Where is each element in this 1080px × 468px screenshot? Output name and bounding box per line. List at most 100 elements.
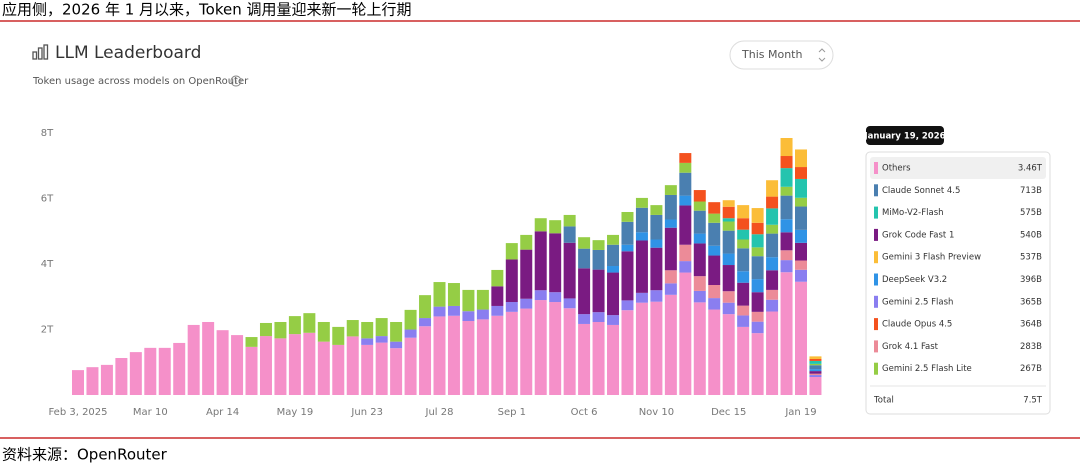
bar-segment <box>563 298 576 309</box>
bar-segment <box>737 229 750 240</box>
bar-segment <box>607 315 620 325</box>
legend-swatch <box>874 273 878 286</box>
info-icon[interactable] <box>230 75 242 87</box>
bar-segment <box>722 200 735 207</box>
bar-segment <box>375 318 388 337</box>
bar-segment <box>534 290 547 301</box>
bar-segment <box>766 311 779 395</box>
bar-segment <box>679 162 692 173</box>
bar-segment <box>245 346 258 395</box>
bar-segment <box>693 210 706 234</box>
bar-segment <box>621 221 634 245</box>
bar-segment <box>693 302 706 395</box>
bar-segment <box>722 253 735 266</box>
bar-segment <box>563 308 576 395</box>
bar-segment <box>563 242 576 299</box>
bar-segment <box>722 302 735 315</box>
bar-segment <box>708 202 721 214</box>
legend-swatch <box>874 251 878 264</box>
bar-segment <box>708 298 721 310</box>
bar-segment <box>737 248 750 272</box>
y-tick-label: 4T <box>41 259 54 270</box>
bar-segment <box>751 247 764 257</box>
bar-segment <box>404 309 417 330</box>
bar-segment <box>288 334 301 395</box>
bar-segment <box>433 306 446 317</box>
bar-segment <box>809 360 822 364</box>
bar-segment <box>780 138 793 157</box>
bar-segment <box>274 338 287 395</box>
bar-segment <box>462 289 475 312</box>
plot-area: 2T 4T 6T 8T Feb 3, 2025 Mar 10 Apr 14 May 19 Jun… <box>41 128 822 418</box>
bar-segment <box>317 341 330 395</box>
bar-segment <box>722 265 735 292</box>
bar-segment <box>693 233 706 244</box>
dropdown-label: This Month <box>741 48 802 61</box>
bar-segment <box>375 342 388 395</box>
bar-segment <box>100 364 113 395</box>
tooltip-date-badge <box>866 126 944 145</box>
period-dropdown[interactable]: This Month <box>729 40 834 70</box>
bar-segment <box>592 269 605 313</box>
bar-segment <box>737 305 750 316</box>
x-tick-label: Jul 28 <box>425 407 454 418</box>
bar-segment <box>563 226 576 243</box>
x-tick-label: Sep 1 <box>498 407 526 418</box>
bar-segment <box>809 358 822 361</box>
title-icon <box>32 44 49 60</box>
bar-segment <box>115 358 128 395</box>
bar-segment <box>231 335 244 395</box>
bar-segment <box>650 301 663 395</box>
tooltip-value: 3.46T <box>1018 164 1043 174</box>
bar-segment <box>766 270 779 290</box>
chart-title: LLM Leaderboard <box>55 43 201 63</box>
bar-segment <box>505 259 518 303</box>
tooltip-value: 283B <box>1020 342 1042 352</box>
bar-segment <box>751 333 764 395</box>
bar-segment <box>780 219 793 233</box>
tooltip-value: 267B <box>1020 364 1042 374</box>
bar-segment <box>737 326 750 395</box>
x-tick-label: May 19 <box>277 407 314 418</box>
bar-segment <box>693 276 706 291</box>
legend-swatch <box>874 295 878 308</box>
bar-segment <box>476 289 489 310</box>
bar-segment <box>809 356 822 359</box>
bar-segment <box>505 302 518 312</box>
bar-segment <box>447 305 460 316</box>
legend-swatch <box>874 318 878 331</box>
bar-segment <box>722 291 735 303</box>
report-header: 应用侧，2026 年 1 月以来，Token 调用量迎来新一轮上行期 <box>2 1 411 19</box>
bar-segment <box>751 292 764 312</box>
bar-segment <box>447 315 460 395</box>
bar-segment <box>549 220 562 234</box>
bar-segment <box>780 156 793 169</box>
bar-segment <box>693 190 706 202</box>
bar-segment <box>491 286 504 306</box>
bar-segment <box>621 211 634 222</box>
bar-segment <box>679 172 692 196</box>
bar-segment <box>795 197 807 207</box>
bar-segment <box>795 178 807 198</box>
tooltip-value: 364B <box>1020 320 1042 330</box>
bar-segment <box>607 266 620 273</box>
bar-segment <box>751 222 764 235</box>
bar-segment <box>679 195 692 206</box>
chart-subtitle: Token usage across models on OpenRouter <box>32 76 249 87</box>
bar-segment <box>303 313 316 333</box>
bar-segment <box>664 227 677 271</box>
bar-segment <box>419 295 432 319</box>
bar-segment <box>361 338 374 345</box>
bar-segment <box>491 315 504 395</box>
y-tick-label: 8T <box>41 128 54 139</box>
bar-segment <box>693 290 706 303</box>
bar-segment <box>607 324 620 395</box>
bar-segment <box>621 300 634 311</box>
bar-segment <box>708 213 721 223</box>
bar-segment <box>722 218 735 222</box>
x-tick-label: Jan 19 <box>784 407 816 418</box>
bar-segment <box>766 299 779 312</box>
bar-segment <box>751 311 764 322</box>
bar-segment <box>534 231 547 291</box>
